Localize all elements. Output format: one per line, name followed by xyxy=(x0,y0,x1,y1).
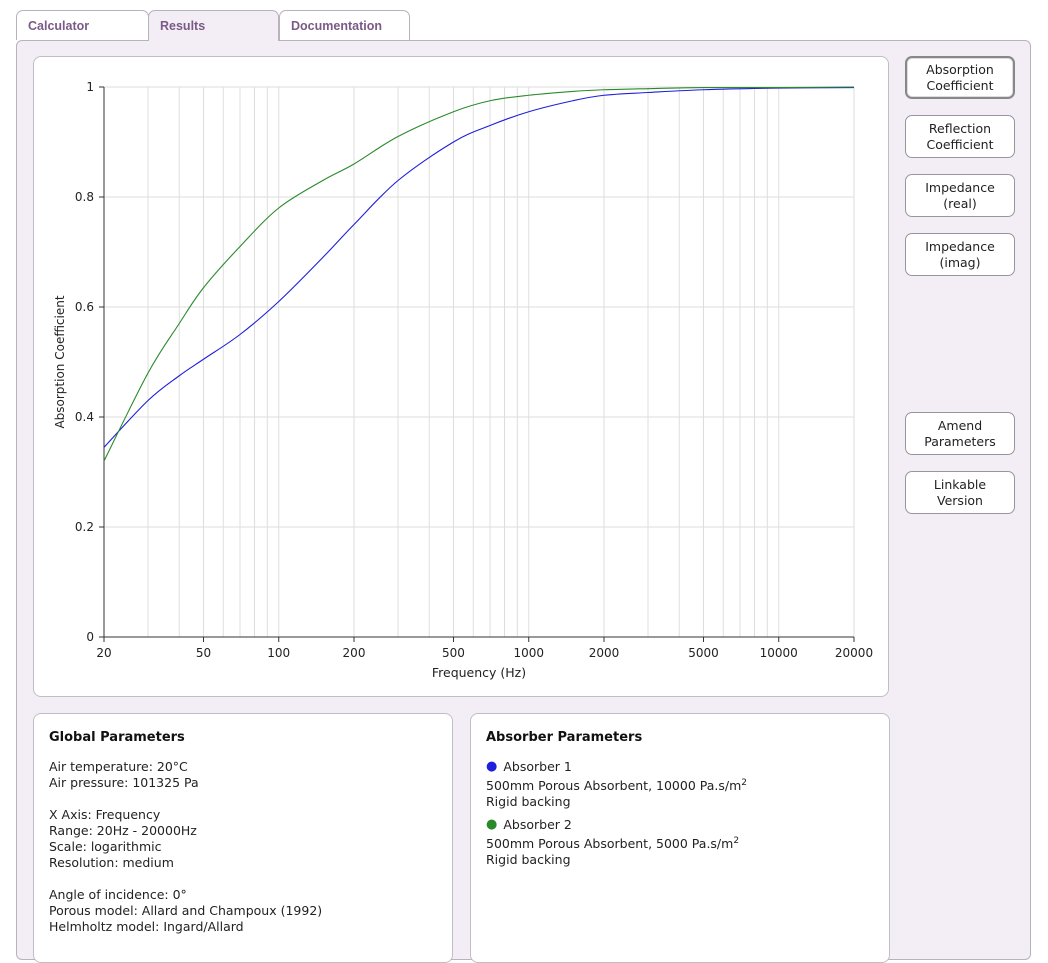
tab-documentation[interactable]: Documentation xyxy=(279,10,410,40)
x-tick-label: 2000 xyxy=(589,646,620,660)
button-label-line1: Impedance xyxy=(925,239,995,254)
button-label-line2: Coefficient xyxy=(926,78,994,93)
tab-calculator[interactable]: Calculator xyxy=(16,10,149,40)
y-tick-label: 0.4 xyxy=(75,410,94,424)
y-tick-label: 0.2 xyxy=(75,520,94,534)
chart-container: 0 0.2 0.4 0.6 0.8 1 20 50 100 200 500 1000 2000 5000 1… xyxy=(33,56,889,697)
porous-model: Porous model: Allard and Champoux (1992) xyxy=(49,903,323,918)
absorber-backing: Rigid backing xyxy=(486,794,571,810)
x-tick-label: 5000 xyxy=(688,646,719,660)
button-label-line2: (imag) xyxy=(939,255,981,270)
absorption-chart: 0 0.2 0.4 0.6 0.8 1 20 50 100 200 500 1000 2000 5000 1… xyxy=(53,80,873,680)
global-parameters-title: Global Parameters xyxy=(49,730,185,745)
scale-setting: Scale: logarithmic xyxy=(49,839,162,854)
absorber-name: Absorber 2 xyxy=(503,817,572,833)
absorber-2-color-dot-icon: ● xyxy=(486,817,498,833)
y-tick-label: 1 xyxy=(86,80,94,94)
air-pressure: Air pressure: 101325 Pa xyxy=(49,775,199,790)
resolution-setting: Resolution: medium xyxy=(49,855,174,870)
button-label-line2: Coefficient xyxy=(926,137,994,152)
x-axis-label: Frequency (Hz) xyxy=(432,665,526,680)
button-label-line2: (real) xyxy=(943,196,977,211)
y-axis-label: Absorption Coefficient xyxy=(53,295,67,428)
absorber-description: 500mm Porous Absorbent, 5000 Pa.s/m2 xyxy=(486,836,740,852)
button-label-line2: Parameters xyxy=(924,434,996,449)
x-tick-label: 1000 xyxy=(513,646,544,660)
x-tick-label: 20000 xyxy=(835,646,873,660)
range-setting: Range: 20Hz - 20000Hz xyxy=(49,823,197,838)
x-tick-label: 20 xyxy=(96,646,111,660)
absorber-1-color-dot-icon: ● xyxy=(486,759,498,774)
button-label-line1: Reflection xyxy=(928,121,992,136)
impedance-real-button[interactable]: Impedance (real) xyxy=(905,174,1015,217)
linkable-version-button[interactable]: Linkable Version xyxy=(905,471,1015,514)
x-tick-label: 200 xyxy=(343,646,366,660)
impedance-imag-button[interactable]: Impedance (imag) xyxy=(905,233,1015,276)
button-label-line2: Version xyxy=(937,493,983,508)
x-tick-label: 500 xyxy=(442,646,465,660)
air-temperature: Air temperature: 20°C xyxy=(49,759,188,774)
x-tick-label: 10000 xyxy=(760,646,798,660)
reflection-coefficient-button[interactable]: Reflection Coefficient xyxy=(905,115,1015,158)
button-label-line1: Impedance xyxy=(925,180,995,195)
tab-results[interactable]: Results xyxy=(148,10,279,41)
absorber-item: ● Absorber 2 500mm Porous Absorbent, 500… xyxy=(486,817,874,868)
amend-parameters-button[interactable]: Amend Parameters xyxy=(905,412,1015,455)
series-line-absorber-1 xyxy=(103,87,855,448)
absorption-coefficient-button[interactable]: Absorption Coefficient xyxy=(905,56,1015,99)
y-tick-label: 0 xyxy=(86,630,94,644)
helmholtz-model: Helmholtz model: Ingard/Allard xyxy=(49,919,244,934)
button-label-line1: Absorption xyxy=(926,62,994,77)
absorber-item: ● Absorber 1 500mm Porous Absorbent, 100… xyxy=(486,759,874,810)
absorber-description: 500mm Porous Absorbent, 10000 Pa.s/m2 xyxy=(486,778,748,794)
y-tick-label: 0.8 xyxy=(75,190,94,204)
button-label-line1: Amend xyxy=(937,418,983,433)
x-axis-setting: X Axis: Frequency xyxy=(49,807,161,822)
series-line-absorber-2 xyxy=(103,86,855,462)
x-tick-label: 100 xyxy=(267,646,290,660)
absorber-parameters-panel: Absorber Parameters ● Absorber 1 500mm P… xyxy=(470,713,890,963)
button-label-line1: Linkable xyxy=(933,477,987,492)
x-tick-label: 50 xyxy=(196,646,211,660)
angle-of-incidence: Angle of incidence: 0° xyxy=(49,887,187,902)
absorber-parameters-title: Absorber Parameters xyxy=(486,730,643,745)
global-parameters-panel: Global Parameters Air temperature: 20°C … xyxy=(33,713,453,963)
y-tick-label: 0.6 xyxy=(75,300,94,314)
absorber-name: Absorber 1 xyxy=(503,759,572,774)
absorber-backing: Rigid backing xyxy=(486,852,571,868)
